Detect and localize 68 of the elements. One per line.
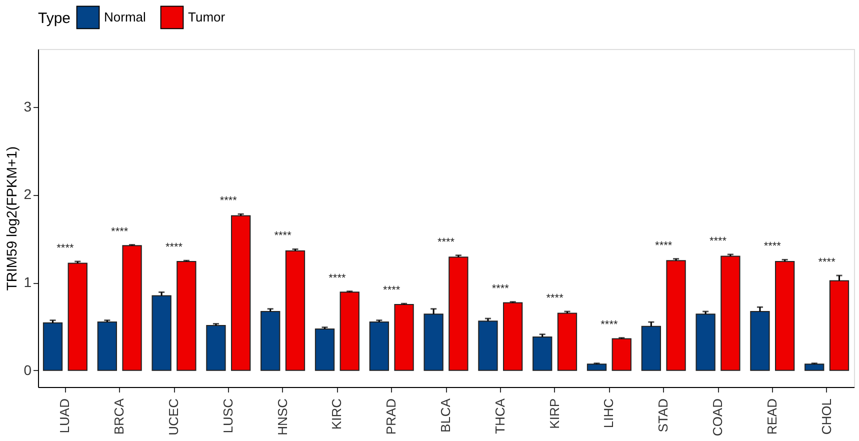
annotation: **** [328,272,346,284]
bar [666,260,686,371]
x-tick-label: LUSC [220,398,236,434]
annotation: **** [546,292,564,304]
bar [285,250,306,371]
bar [260,311,280,371]
bar [532,336,552,371]
x-tick-label: BRCA [112,398,127,435]
x-tick-label: READ [764,398,780,435]
annotation: **** [220,195,238,208]
bar [314,328,335,371]
x-tick-label: COAD [710,398,725,436]
legend-label: Tumor [188,9,226,24]
x-tick-label: PRAD [384,398,399,435]
x-tick-label: STAD [656,398,671,432]
annotation: **** [492,282,510,295]
x-tick-label: LUAD [57,398,72,434]
annotation: **** [111,226,129,238]
bar [231,215,251,371]
bar [340,292,360,371]
bar [424,314,444,371]
bar [775,260,795,371]
bar [394,304,414,371]
bar [176,260,196,371]
bar [448,256,468,371]
x-tick-label: CHOL [818,398,834,435]
bar [696,314,716,371]
x-tick-label: KIRC [329,398,344,430]
bar [641,326,661,371]
annotation: **** [818,256,836,269]
bar [42,322,63,371]
y-tick-label: 2 [24,186,32,202]
bar [750,311,770,371]
bar [478,320,498,371]
x-tick-label: LIHC [601,398,616,428]
bar [369,322,389,371]
legend-label: Normal [104,9,146,24]
bar [586,364,607,371]
bar [503,302,523,371]
annotation: **** [383,284,401,297]
bar [206,325,226,371]
annotation: **** [274,230,292,242]
annotation: **** [165,242,184,254]
y-tick-label: 0 [24,362,32,378]
bar [612,338,632,371]
x-tick-label: HNSC [274,398,290,436]
y-tick-label: 3 [24,98,32,114]
legend-title: Type [38,10,71,27]
bar [720,256,740,371]
annotation: **** [437,236,456,248]
bar [804,364,824,371]
x-tick-label: KIRP [546,398,562,429]
annotation: **** [709,235,728,248]
y-axis-title: TRIM59 log2(FPKM+1) [4,146,20,291]
bar [557,312,578,371]
bar [152,295,172,371]
x-tick-label: THCA [492,398,508,434]
x-tick-label: UCEC [166,398,181,436]
annotation: **** [764,240,782,253]
bar [829,280,850,371]
bar [97,322,117,371]
bar [122,245,142,371]
annotation: **** [56,242,74,254]
annotation: **** [600,318,618,331]
bar [68,262,88,371]
x-tick-label: BLCA [438,398,453,432]
y-tick-label: 1 [24,274,32,290]
annotation: **** [655,240,673,252]
